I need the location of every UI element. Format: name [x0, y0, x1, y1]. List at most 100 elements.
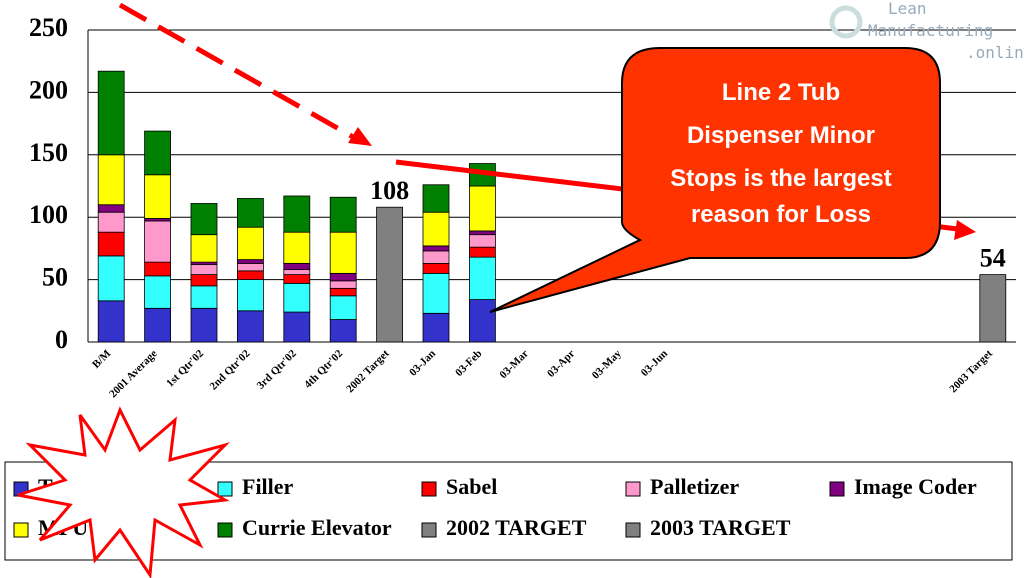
- legend-swatch: [13, 522, 29, 538]
- logo-icon: [829, 5, 863, 39]
- legend-label: 2002 TARGET: [446, 515, 587, 540]
- bar-segment: [468, 185, 496, 232]
- legend-label: Image Coder: [854, 474, 977, 499]
- legend-swatch: [829, 481, 845, 497]
- bar-segment: [190, 203, 218, 236]
- bar-segment: [329, 287, 357, 297]
- logo-text: .online: [966, 43, 1024, 62]
- y-tick-label: 150: [29, 138, 68, 167]
- legend-label: Sabel: [446, 474, 497, 499]
- x-tick-label: 3rd Qtr'02: [255, 347, 299, 391]
- bar-segment: [422, 245, 450, 252]
- bar-segment: [190, 264, 218, 276]
- bar-segment: [97, 255, 125, 302]
- legend-swatch: [217, 522, 233, 538]
- x-tick-label: B/M: [90, 347, 114, 371]
- bar-segment: [329, 231, 357, 274]
- x-tick-label: 03-May: [590, 347, 624, 381]
- bar-segment: [144, 261, 172, 277]
- legend-swatch: [625, 481, 641, 497]
- bar-segment: [144, 130, 172, 176]
- bar-segment: [283, 231, 311, 264]
- bar-segment: [283, 262, 311, 271]
- bar-segment: [283, 269, 311, 276]
- bar-segment: [422, 262, 450, 274]
- arrow-head: [954, 220, 976, 240]
- y-tick-label: 200: [29, 75, 68, 104]
- legend-label: Palletizer: [650, 474, 739, 499]
- x-tick-label: 03-Mar: [497, 348, 531, 382]
- callout-text: Line 2 Tub: [722, 79, 840, 106]
- bar-segment: [236, 262, 264, 272]
- bar-segment: [329, 295, 357, 320]
- arrow: [118, 2, 357, 141]
- bar-segment: [236, 259, 264, 264]
- logo-text: Manufacturing: [868, 21, 993, 40]
- x-tick-label: 2001 Average: [107, 348, 160, 401]
- x-tick-label: 1st Qtr'02: [164, 347, 206, 389]
- value-label: 54: [980, 244, 1006, 273]
- y-tick-label: 0: [55, 325, 68, 354]
- bar-segment: [236, 198, 264, 228]
- arrow-head: [348, 127, 372, 146]
- bar-segment: [329, 272, 357, 282]
- bar-segment: [329, 319, 357, 343]
- bar-segment: [468, 299, 496, 343]
- bar-segment: [329, 280, 357, 289]
- bar-segment: [236, 226, 264, 261]
- value-label: 108: [370, 176, 409, 205]
- legend-swatch: [421, 522, 437, 538]
- bar-segment: [422, 184, 450, 213]
- callout-text: Stops is the largest: [670, 165, 891, 192]
- bar-segment: [283, 195, 311, 233]
- bar-segment: [422, 211, 450, 247]
- bar-segment: [422, 250, 450, 264]
- bar-segment: [468, 234, 496, 248]
- bar-segment: [283, 274, 311, 284]
- bar-segment: [144, 275, 172, 309]
- y-tick-label: 50: [42, 263, 68, 292]
- legend-label: Currie Elevator: [242, 515, 392, 540]
- legend-label: Filler: [242, 474, 294, 499]
- bar-segment: [979, 274, 1007, 343]
- bar-segment: [190, 285, 218, 309]
- y-tick-label: 250: [29, 13, 68, 42]
- bar-segment: [236, 279, 264, 312]
- callout-text: reason for Loss: [691, 201, 871, 228]
- bar-segment: [236, 270, 264, 281]
- bar-segment: [329, 196, 357, 233]
- bar-segment: [97, 231, 125, 257]
- bar-segment: [144, 220, 172, 263]
- legend-swatch: [625, 522, 641, 538]
- x-tick-label: 4th Qtr'02: [302, 347, 346, 391]
- legend-label: 2003 TARGET: [650, 515, 791, 540]
- x-tick-label: 03-Apr: [545, 348, 577, 380]
- bar-segment: [468, 256, 496, 300]
- bar-segment: [144, 174, 172, 219]
- x-tick-label: 2nd Qtr'02: [208, 347, 253, 392]
- legend-swatch: [217, 481, 233, 497]
- bar-segment: [376, 206, 404, 343]
- bar-segment: [422, 312, 450, 343]
- bar-segment: [97, 211, 125, 233]
- y-tick-label: 100: [29, 200, 68, 229]
- bar-segment: [422, 272, 450, 314]
- legend-swatch: [421, 481, 437, 497]
- bar-segment: [144, 307, 172, 343]
- bar-segment: [97, 204, 125, 213]
- bar-segment: [190, 234, 218, 263]
- bar-segment: [468, 230, 496, 236]
- bar-segment: [283, 282, 311, 313]
- bar-segment: [283, 311, 311, 343]
- callout: [489, 47, 941, 313]
- x-tick-label: 03-Jan: [407, 348, 438, 379]
- bar-segment: [97, 300, 125, 343]
- bar-segment: [468, 246, 496, 258]
- bar-segment: [236, 310, 264, 343]
- starburst: [17, 406, 231, 578]
- bar-segment: [190, 307, 218, 343]
- logo-text: Lean: [888, 0, 927, 18]
- bar-segment: [97, 154, 125, 206]
- bar-segment: [97, 70, 125, 156]
